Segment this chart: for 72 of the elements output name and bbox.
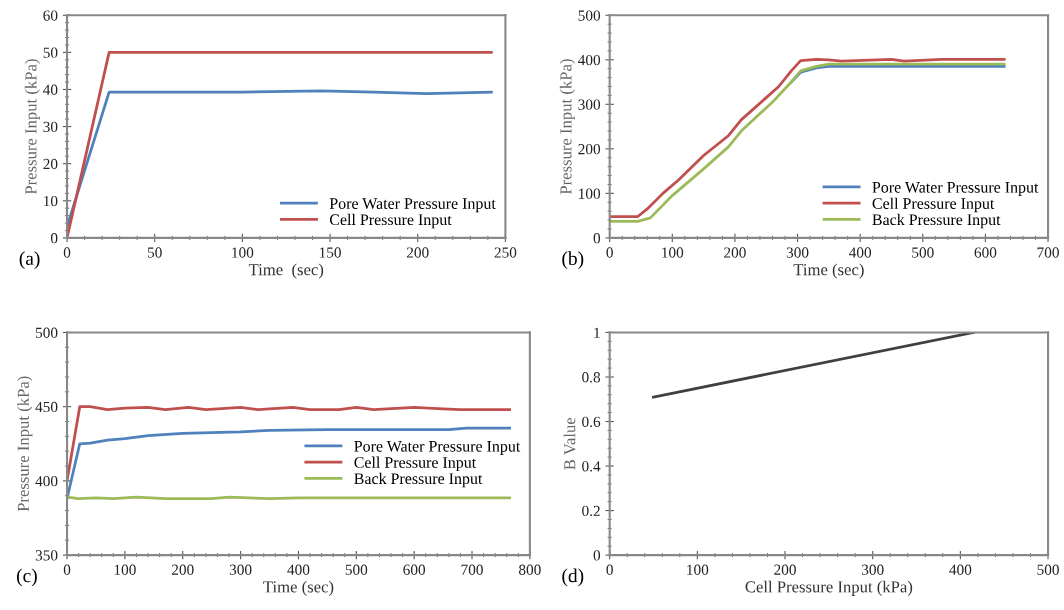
x-tick-label: 200 [774,564,796,575]
y-tick-label: 0.8 [582,372,601,383]
y-tick-label: 0.6 [582,416,601,428]
x-tick-label: 800 [519,564,541,575]
x-axis-title: Time (sec) [263,580,334,596]
y-tick-label: 100 [579,188,601,199]
y-tick-label: 0.2 [582,505,600,517]
x-tick-label: 0 [63,247,71,258]
legend-label: Cell Pressure Input [872,197,995,213]
y-tick-label: 0 [50,233,58,244]
y-tick-label: 40 [43,84,58,95]
x-tick-label: 100 [232,247,254,258]
x-tick-label: 300 [861,564,884,575]
x-tick-label: 200 [724,247,746,258]
y-axis-title: B Value [563,417,576,470]
y-tick-label: 400 [35,476,58,487]
y-axis-title: Pressure Input (kPa) [559,59,575,195]
x-axis-title: Time (sec) [248,263,324,279]
y-tick-label: 10 [44,195,58,207]
y-tick-label: 200 [578,143,601,155]
x-tick-label: 100 [662,247,684,258]
x-axis-title: Time (sec) [793,263,864,279]
legend-label: Back Pressure Input [872,213,1001,229]
x-tick-label: 50 [147,247,162,258]
text: (b) [562,251,584,269]
legend-label: Cell Pressure Input [329,213,452,229]
x-tick-label: 500 [345,564,368,575]
x-tick-label: 150 [319,247,341,258]
x-tick-label: 500 [1037,564,1059,575]
y-tick-label: 0.4 [582,461,601,472]
x-tick-label: 0 [606,564,613,575]
x-tick-label: 600 [403,564,426,575]
x-tick-label: 400 [287,564,310,575]
text: (c) [16,568,37,587]
x-tick-label: 0 [63,564,71,575]
legend-label: Cell Pressure Input [354,456,477,472]
y-tick-label: 30 [43,121,58,133]
x-tick-label: 500 [912,247,934,258]
y-tick-label: 500 [578,10,601,21]
x-tick-label: 200 [406,247,429,258]
x-tick-label: 300 [786,247,809,258]
y-tick-label: 0 [593,550,601,561]
legend-label: Pore Water Pressure Input [329,198,496,213]
legend-label: Back Pressure Input [354,472,483,488]
y-tick-label: 400 [578,54,601,66]
x-axis-title: Cell Pressure Input (kPa) [745,580,913,596]
x-tick-label: 700 [461,564,483,575]
text: (d) [562,568,584,587]
x-tick-label: 300 [229,564,252,575]
x-tick-label: 100 [687,564,709,575]
y-tick-label: 450 [35,401,58,413]
text: (a) [19,251,40,269]
y-axis-title: Pressure Input (kPa) [17,376,33,512]
y-tick-label: 50 [43,47,58,58]
legend-label: Pore Water Pressure Input [872,182,1039,196]
y-tick-label: 0 [593,233,601,244]
y-tick-label: 20 [43,158,58,170]
x-tick-label: 0 [606,247,613,258]
x-tick-label: 700 [1037,247,1059,258]
y-tick-label: 350 [35,550,58,561]
x-tick-label: 200 [171,564,194,575]
y-tick-label: 500 [35,327,58,338]
x-tick-label: 400 [849,247,872,258]
legend-label: Pore Water Pressure Input [354,441,521,455]
x-tick-label: 600 [974,247,997,258]
y-tick-label: 300 [578,99,601,110]
x-tick-label: 400 [949,564,972,575]
y-tick-label: 60 [43,10,58,21]
y-tick-label: 1 [594,327,600,338]
x-tick-label: 250 [494,247,517,258]
x-tick-label: 100 [114,564,136,575]
y-axis-title: Pressure Input (kPa) [24,59,40,195]
